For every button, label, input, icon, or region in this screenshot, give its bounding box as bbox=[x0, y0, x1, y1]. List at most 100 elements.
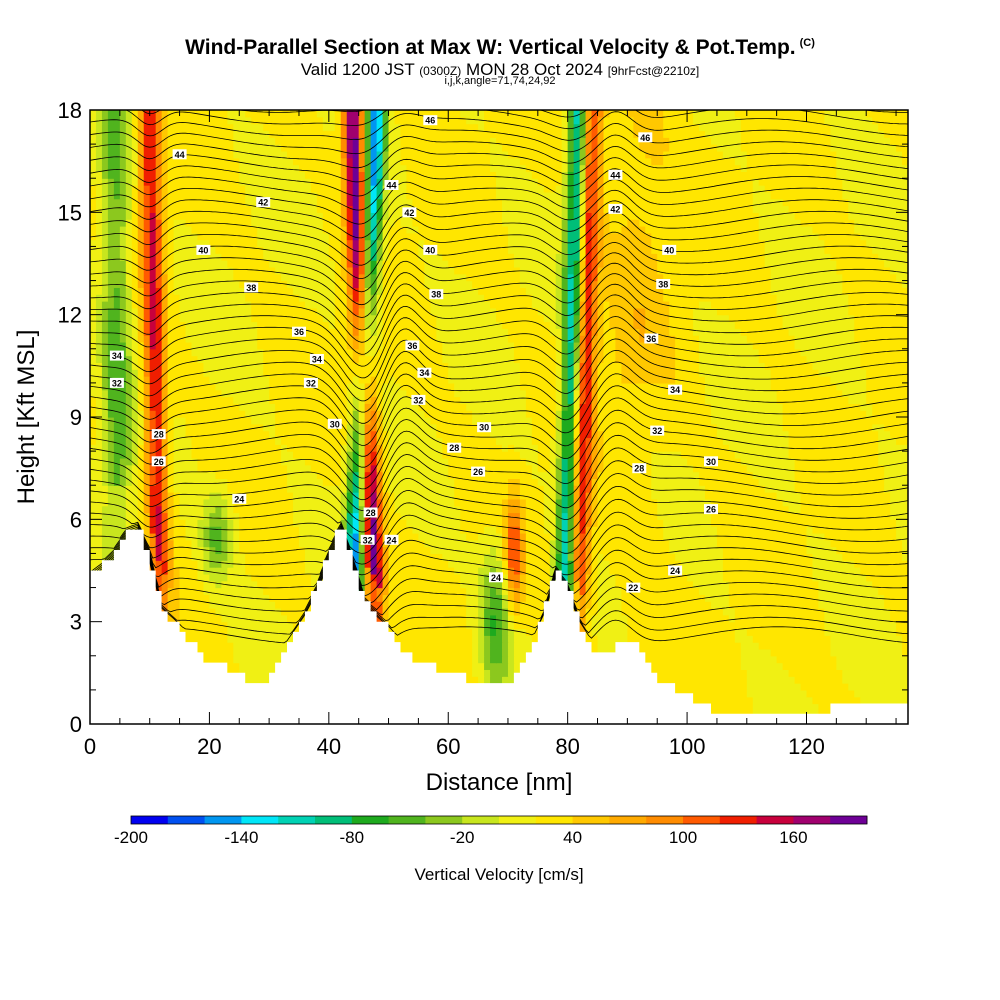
velocity-cell bbox=[370, 546, 378, 555]
velocity-cell bbox=[185, 539, 193, 548]
velocity-cell bbox=[466, 601, 473, 609]
velocity-cell bbox=[687, 560, 694, 568]
velocity-cell bbox=[830, 567, 837, 575]
velocity-cell bbox=[298, 539, 306, 548]
velocity-cell bbox=[287, 601, 294, 609]
velocity-cell bbox=[896, 512, 903, 520]
velocity-cell bbox=[716, 614, 724, 623]
velocity-cell bbox=[669, 553, 676, 561]
velocity-cell bbox=[758, 614, 766, 623]
velocity-cell bbox=[406, 628, 414, 636]
velocity-cell bbox=[197, 580, 205, 589]
velocity-cell bbox=[710, 498, 718, 507]
velocity-cell bbox=[215, 478, 222, 486]
velocity-cell bbox=[770, 655, 778, 664]
velocity-cell bbox=[227, 539, 234, 548]
velocity-cell bbox=[382, 471, 390, 479]
velocity-cell bbox=[866, 553, 873, 561]
velocity-cell bbox=[830, 526, 837, 534]
velocity-cell bbox=[430, 580, 437, 589]
velocity-cell bbox=[842, 689, 849, 698]
velocity-cell bbox=[699, 601, 706, 609]
velocity-cell bbox=[191, 492, 199, 500]
velocity-cell bbox=[818, 526, 826, 534]
velocity-cell bbox=[418, 546, 425, 555]
velocity-cell bbox=[304, 526, 312, 534]
velocity-cell bbox=[478, 567, 485, 575]
velocity-cell bbox=[155, 526, 163, 534]
velocity-cell bbox=[394, 519, 402, 527]
velocity-cell bbox=[370, 580, 378, 589]
velocity-cell bbox=[854, 628, 861, 636]
velocity-cell bbox=[460, 608, 467, 616]
velocity-cell bbox=[722, 696, 730, 705]
velocity-cell bbox=[281, 621, 288, 630]
velocity-cell bbox=[878, 683, 885, 691]
velocity-cell bbox=[704, 567, 712, 575]
velocity-cell bbox=[848, 573, 855, 582]
velocity-cell bbox=[448, 567, 455, 575]
velocity-cell bbox=[460, 614, 467, 623]
velocity-cell bbox=[794, 567, 802, 575]
velocity-cell bbox=[746, 587, 754, 595]
velocity-cell bbox=[651, 655, 658, 664]
velocity-cell bbox=[788, 676, 796, 684]
velocity-cell bbox=[531, 594, 539, 602]
velocity-cell bbox=[878, 608, 885, 616]
velocity-cell bbox=[800, 696, 808, 705]
velocity-cell bbox=[161, 498, 169, 507]
velocity-cell bbox=[490, 676, 497, 684]
velocity-cell bbox=[627, 492, 634, 500]
velocity-cell bbox=[872, 587, 879, 595]
velocity-cell bbox=[257, 532, 264, 541]
velocity-cell bbox=[382, 505, 390, 514]
velocity-cell bbox=[830, 683, 837, 691]
velocity-cell bbox=[812, 635, 820, 643]
velocity-cell bbox=[454, 648, 461, 657]
velocity-cell bbox=[537, 505, 545, 514]
velocity-cell bbox=[251, 485, 258, 493]
velocity-cell bbox=[585, 512, 593, 520]
velocity-cell bbox=[161, 519, 169, 527]
velocity-cell bbox=[245, 655, 252, 664]
velocity-cell bbox=[179, 485, 187, 493]
velocity-cell bbox=[436, 648, 443, 657]
velocity-cell bbox=[501, 628, 509, 636]
velocity-cell bbox=[400, 642, 408, 650]
velocity-cell bbox=[878, 662, 885, 671]
velocity-cell bbox=[782, 648, 790, 657]
velocity-cell bbox=[675, 594, 682, 602]
velocity-cell bbox=[436, 539, 443, 548]
velocity-cell bbox=[800, 683, 808, 691]
velocity-cell bbox=[287, 492, 294, 500]
velocity-cell bbox=[525, 519, 533, 527]
velocity-cell bbox=[896, 532, 903, 541]
velocity-cell bbox=[710, 560, 718, 568]
velocity-cell bbox=[603, 608, 611, 616]
velocity-cell bbox=[549, 532, 557, 541]
velocity-cell bbox=[902, 546, 908, 555]
velocity-cell bbox=[657, 512, 664, 520]
velocity-cell bbox=[191, 526, 199, 534]
velocity-cell bbox=[442, 601, 449, 609]
velocity-cell bbox=[203, 587, 211, 595]
velocity-cell bbox=[758, 539, 766, 548]
velocity-cell bbox=[257, 587, 264, 595]
velocity-cell bbox=[316, 478, 324, 486]
velocity-cell bbox=[740, 492, 748, 500]
velocity-cell bbox=[281, 642, 288, 650]
velocity-cell bbox=[627, 519, 634, 527]
velocity-cell bbox=[902, 573, 908, 582]
velocity-cell bbox=[215, 648, 222, 657]
velocity-cell bbox=[902, 485, 908, 493]
velocity-cell bbox=[884, 478, 891, 486]
velocity-cell bbox=[275, 478, 282, 486]
velocity-cell bbox=[693, 485, 700, 493]
velocity-cell bbox=[890, 485, 897, 493]
velocity-cell bbox=[651, 635, 658, 643]
velocity-cell bbox=[675, 601, 682, 609]
velocity-cell bbox=[770, 696, 778, 705]
velocity-cell bbox=[293, 587, 300, 595]
velocity-cell bbox=[496, 642, 503, 650]
velocity-cell bbox=[257, 546, 264, 555]
